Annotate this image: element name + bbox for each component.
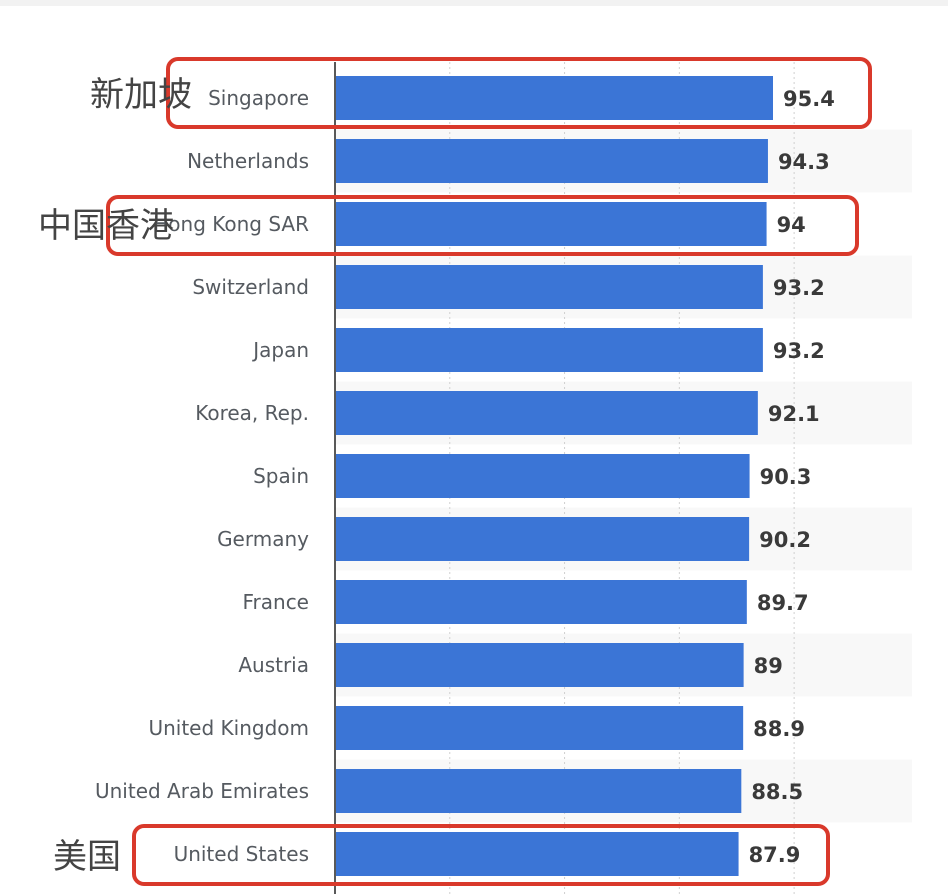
category-label-france: France <box>242 590 309 614</box>
bar-singapore <box>336 76 773 120</box>
value-label-korea-rep: 92.1 <box>768 402 820 426</box>
bar-united-arab-emirates <box>336 769 742 813</box>
bar-spain <box>336 454 750 498</box>
bar-hong-kong-sar <box>336 202 767 246</box>
bar-korea-rep <box>336 391 758 435</box>
value-label-united-states: 87.9 <box>749 843 801 867</box>
bar-netherlands <box>336 139 768 183</box>
value-label-japan: 93.2 <box>773 339 825 363</box>
highlight-box-united-states <box>132 824 830 886</box>
value-label-germany: 90.2 <box>759 528 811 552</box>
value-label-spain: 90.3 <box>760 465 812 489</box>
category-label-spain: Spain <box>253 464 309 488</box>
bar-france <box>336 580 747 624</box>
bar-switzerland <box>336 265 763 309</box>
value-label-netherlands: 94.3 <box>778 150 830 174</box>
category-label-korea-rep: Korea, Rep. <box>195 401 309 425</box>
category-label-hong-kong-sar: Hong Kong SAR <box>153 212 309 236</box>
bar-germany <box>336 517 750 561</box>
category-label-united-kingdom: United Kingdom <box>148 716 309 740</box>
top-band <box>0 0 948 6</box>
value-labels: 95.4 94.3 94 93.2 93.2 92.1 90.3 90.2 89.7 89 88.9… <box>749 87 835 867</box>
bar-japan <box>336 328 763 372</box>
bar-united-kingdom <box>336 706 744 750</box>
highlight-box-singapore <box>166 57 872 129</box>
bar-united-states <box>336 832 739 876</box>
category-labels: Singapore Netherlands Hong Kong SAR Switzer… <box>95 86 309 866</box>
category-label-united-arab-emirates: United Arab Emirates <box>95 779 309 803</box>
category-label-united-states: United States <box>174 842 309 866</box>
value-label-singapore: 95.4 <box>783 87 835 111</box>
category-label-netherlands: Netherlands <box>187 149 309 173</box>
value-label-united-arab-emirates: 88.5 <box>751 780 803 804</box>
value-label-united-kingdom: 88.9 <box>753 717 805 741</box>
bar-austria <box>336 643 744 687</box>
category-label-switzerland: Switzerland <box>192 275 309 299</box>
category-label-japan: Japan <box>251 338 309 362</box>
bars <box>336 76 773 876</box>
category-label-germany: Germany <box>217 527 309 551</box>
highlight-boxes <box>106 57 872 886</box>
category-label-singapore: Singapore <box>208 86 309 110</box>
annotation-united-states: 美国 <box>53 837 121 877</box>
annotation-hong-kong-sar: 中国香港 <box>38 206 174 246</box>
annotation-singapore: 新加坡 <box>90 75 192 115</box>
value-label-switzerland: 93.2 <box>773 276 825 300</box>
highlight-box-hong-kong-sar <box>106 195 859 256</box>
value-label-france: 89.7 <box>757 591 809 615</box>
category-label-austria: Austria <box>238 653 309 677</box>
value-label-austria: 89 <box>754 654 783 678</box>
value-label-hong-kong-sar: 94 <box>777 213 806 237</box>
